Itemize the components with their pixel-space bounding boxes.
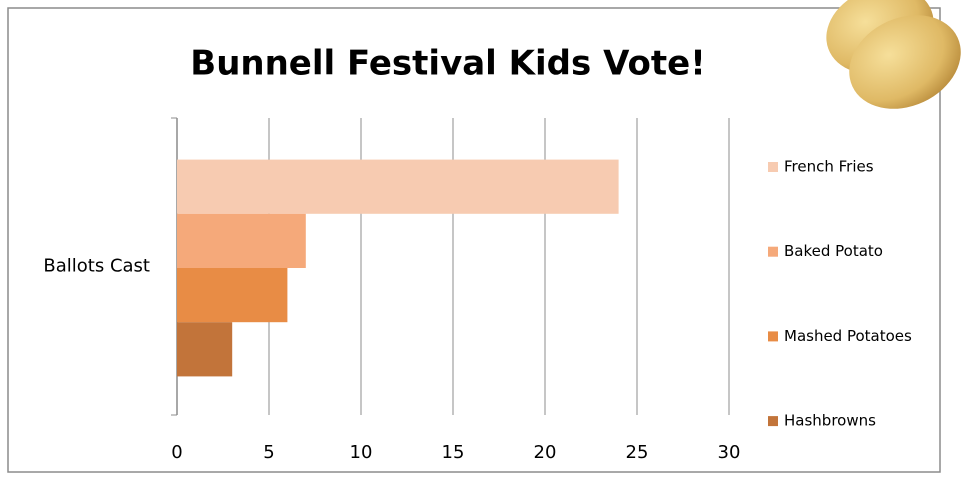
x-tick-label: 25 xyxy=(626,442,649,463)
x-tick-label: 0 xyxy=(171,442,182,463)
legend-label: Mashed Potatoes xyxy=(784,327,912,345)
y-tick-label: Ballots Cast xyxy=(43,256,150,277)
legend-swatch xyxy=(768,416,778,427)
legend-label: Hashbrowns xyxy=(784,412,876,430)
bar xyxy=(177,268,288,323)
x-tick-label: 20 xyxy=(534,442,557,463)
potato-image xyxy=(826,0,961,109)
bar xyxy=(177,322,233,377)
legend-swatch xyxy=(768,246,778,257)
bar xyxy=(177,159,619,214)
legend-swatch xyxy=(768,162,778,172)
x-tick-label: 10 xyxy=(350,442,373,463)
chart-title: Bunnell Festival Kids Vote! xyxy=(190,44,705,84)
x-tick-label: 15 xyxy=(442,442,465,463)
chart-frame xyxy=(7,7,941,473)
legend-label: French Fries xyxy=(784,158,874,176)
bar xyxy=(177,213,306,268)
x-tick-label: 5 xyxy=(263,442,274,463)
legend-swatch xyxy=(768,331,778,342)
x-tick-label: 30 xyxy=(718,442,741,463)
legend-label: Baked Potato xyxy=(784,242,883,260)
